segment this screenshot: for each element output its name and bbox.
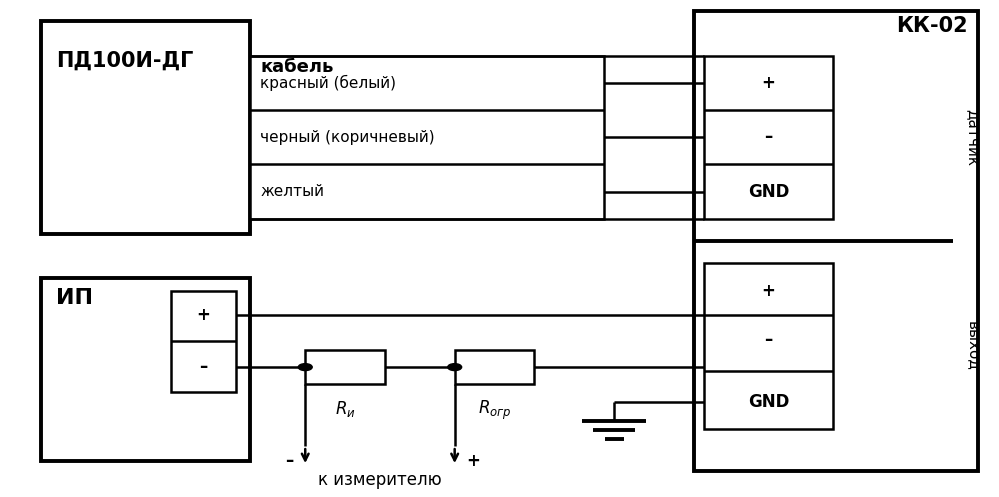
- Bar: [41, 21, 251, 234]
- Text: ПД100И-ДГ: ПД100И-ДГ: [56, 51, 194, 71]
- Text: –: –: [764, 331, 772, 349]
- Text: красный (белый): красный (белый): [261, 75, 397, 91]
- Text: желтый: желтый: [261, 184, 325, 199]
- Text: ИП: ИП: [56, 288, 93, 308]
- Bar: [693, 11, 978, 471]
- Text: +: +: [196, 306, 210, 324]
- Bar: [306, 350, 385, 384]
- Text: черный (коричневый): черный (коричневый): [261, 130, 435, 145]
- Bar: [251, 56, 604, 219]
- Text: $R_{огр}$: $R_{огр}$: [478, 399, 511, 422]
- Text: +: +: [761, 74, 775, 92]
- Text: GND: GND: [748, 393, 789, 411]
- Bar: [171, 291, 236, 392]
- Text: +: +: [761, 281, 775, 300]
- Text: выход: выход: [965, 321, 980, 371]
- Text: кабель: кабель: [261, 58, 334, 76]
- Text: –: –: [764, 128, 772, 146]
- Text: GND: GND: [748, 183, 789, 201]
- Text: –: –: [199, 358, 207, 376]
- Circle shape: [448, 364, 462, 371]
- Bar: [703, 263, 833, 429]
- Text: к измерителю: к измерителю: [318, 471, 442, 489]
- Circle shape: [299, 364, 313, 371]
- Text: +: +: [467, 452, 481, 470]
- Text: $R_и$: $R_и$: [335, 399, 356, 419]
- Text: датчик: датчик: [965, 109, 980, 166]
- Text: КК-02: КК-02: [896, 16, 968, 36]
- Bar: [703, 56, 833, 219]
- Bar: [455, 350, 534, 384]
- Bar: [41, 278, 251, 461]
- Text: –: –: [285, 452, 294, 470]
